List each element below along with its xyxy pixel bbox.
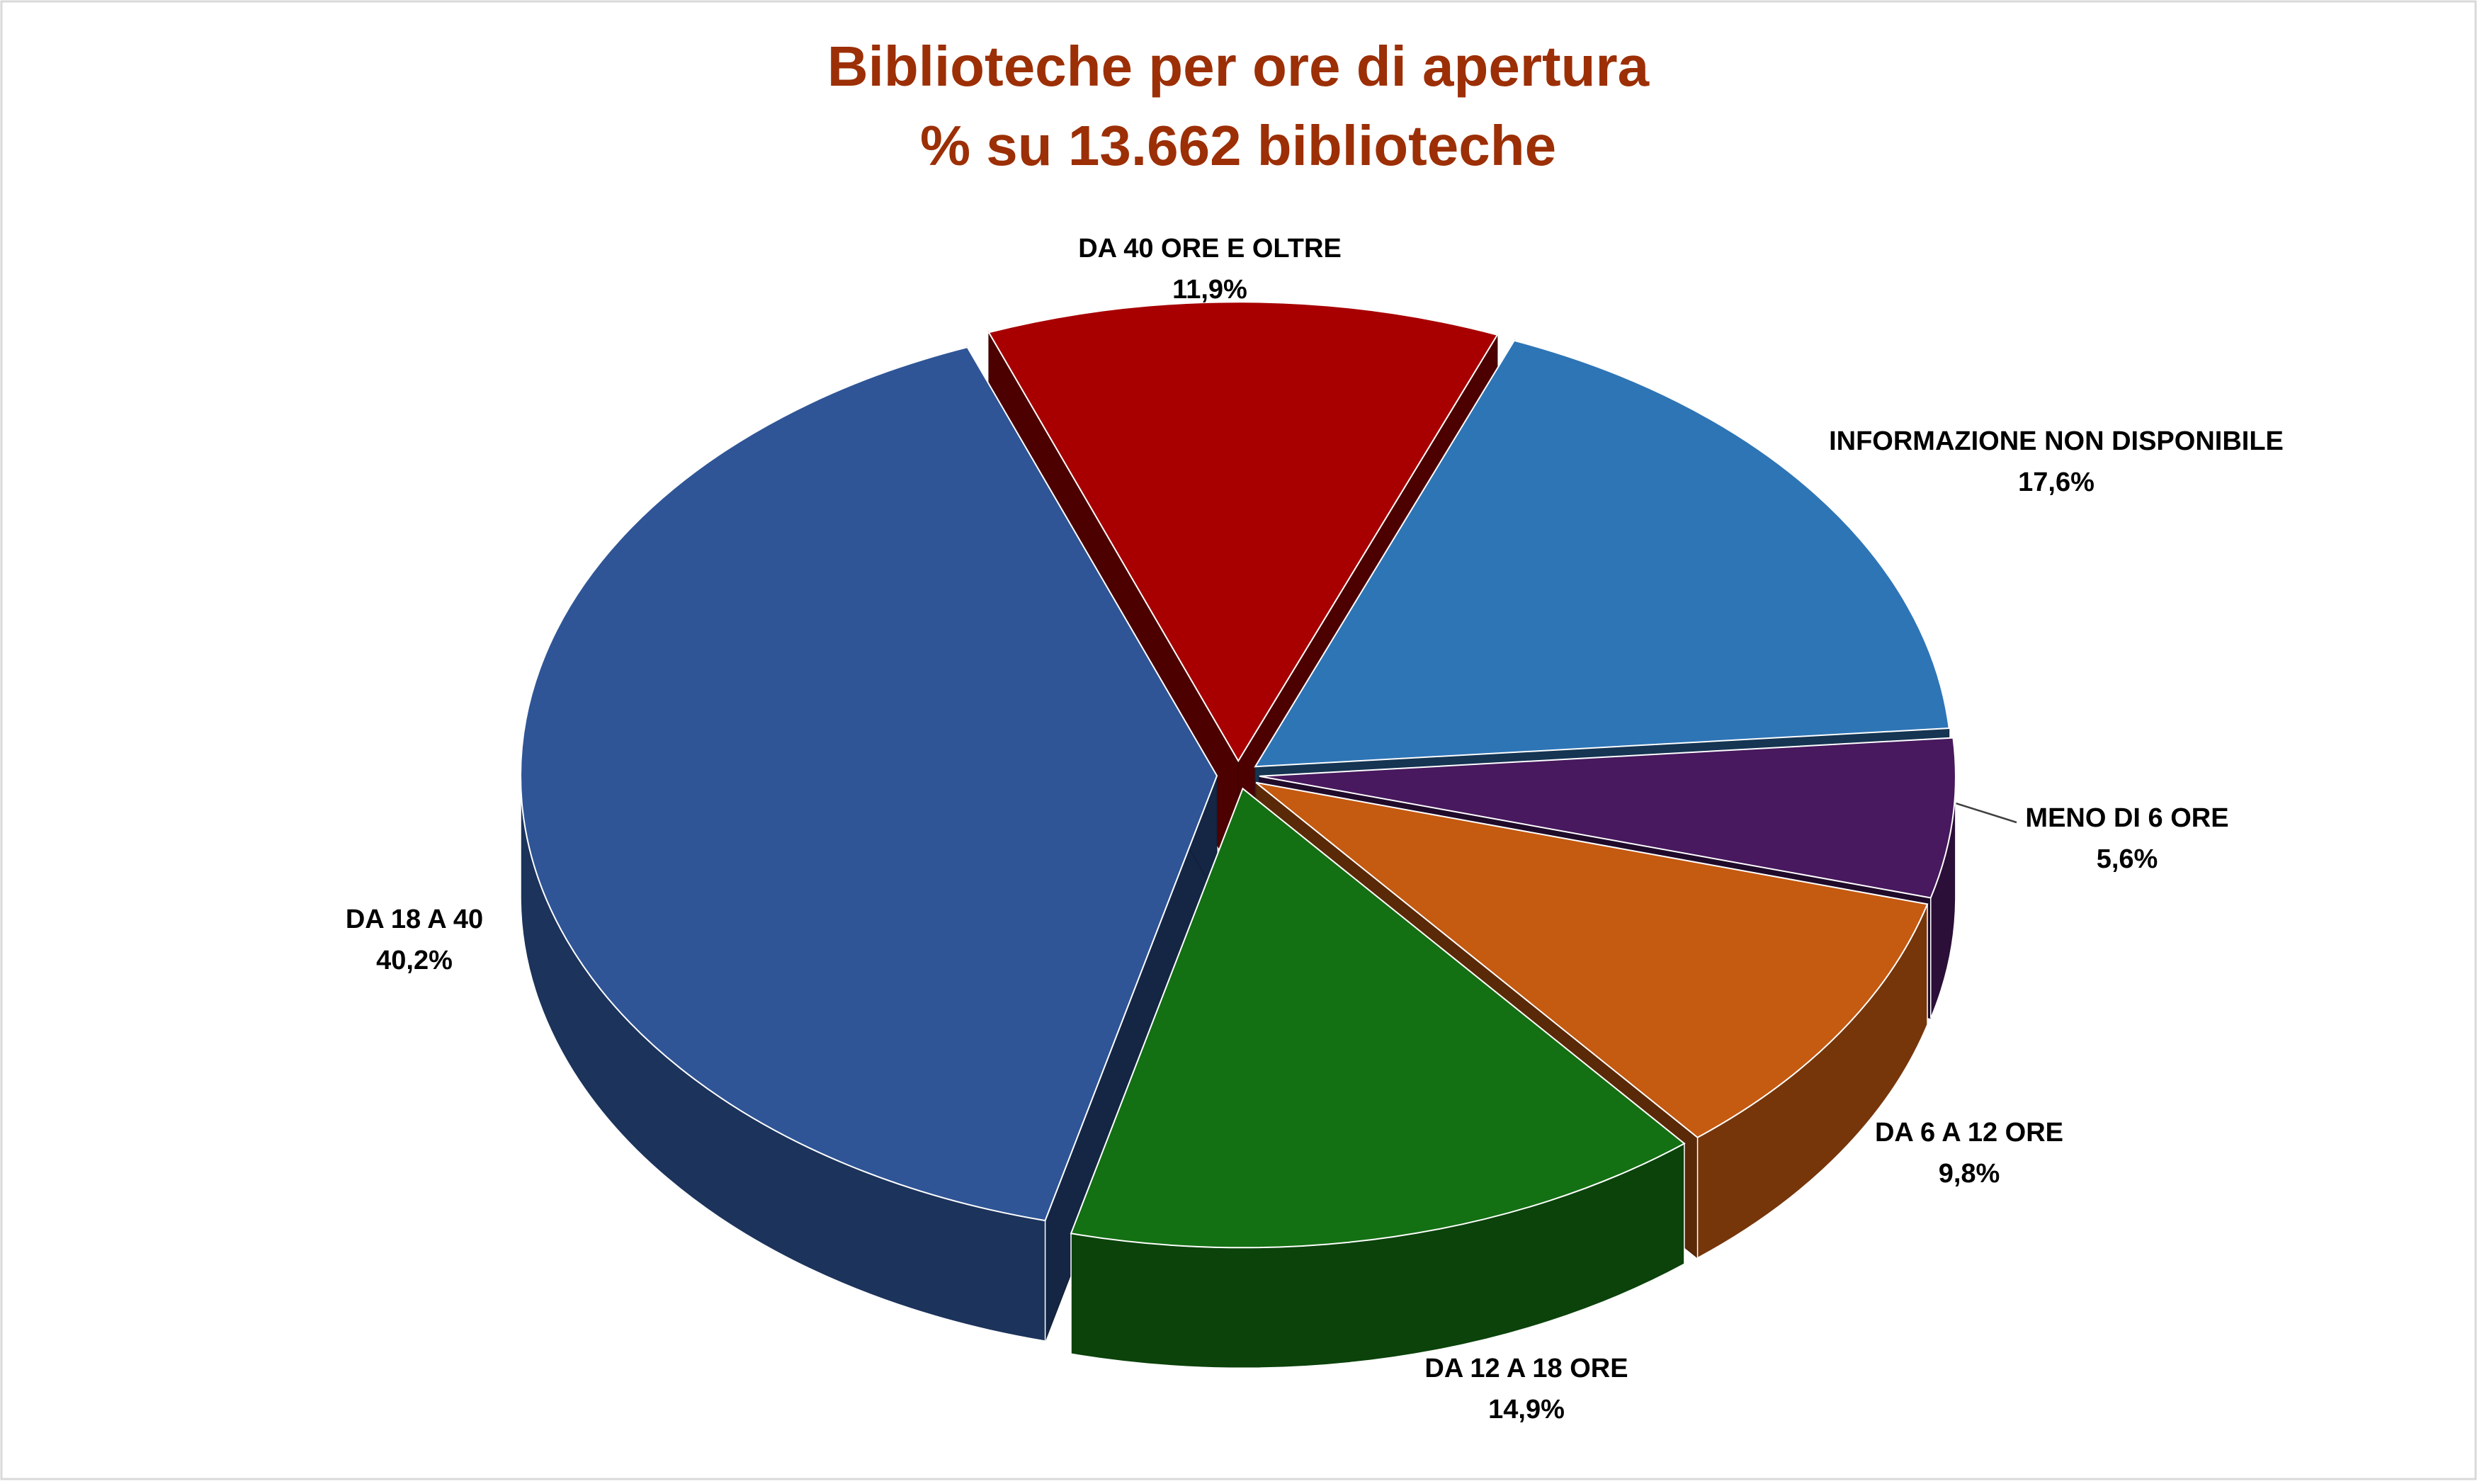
- slice: [520, 346, 1218, 1222]
- value-label: 17,6%: [2018, 468, 2095, 497]
- value-label: 14,9%: [1488, 1395, 1565, 1424]
- slice: [1259, 737, 1956, 899]
- slice: [1255, 781, 1929, 1138]
- chart-subtitle: % su 13.662 biblioteche: [920, 114, 1556, 177]
- chart-title: Biblioteche per ore di apertura: [827, 35, 1650, 98]
- value-label: 40,2%: [376, 946, 453, 975]
- value-label: 9,8%: [1939, 1159, 2000, 1189]
- pie-tops: [520, 301, 1956, 1249]
- category-label: INFORMAZIONE NON DISPONIBILE: [1829, 426, 2284, 456]
- slice: [1070, 787, 1686, 1249]
- slice: [987, 301, 1499, 763]
- value-label: 5,6%: [2097, 844, 2158, 874]
- value-label: 11,9%: [1172, 275, 1247, 305]
- slice: [1254, 339, 1950, 768]
- category-label: MENO DI 6 ORE: [2025, 803, 2228, 833]
- category-label: DA 6 A 12 ORE: [1875, 1118, 2063, 1148]
- category-label: DA 40 ORE E OLTRE: [1078, 234, 1342, 264]
- category-label: DA 12 A 18 ORE: [1424, 1354, 1628, 1383]
- category-label: DA 18 A 40: [346, 905, 483, 934]
